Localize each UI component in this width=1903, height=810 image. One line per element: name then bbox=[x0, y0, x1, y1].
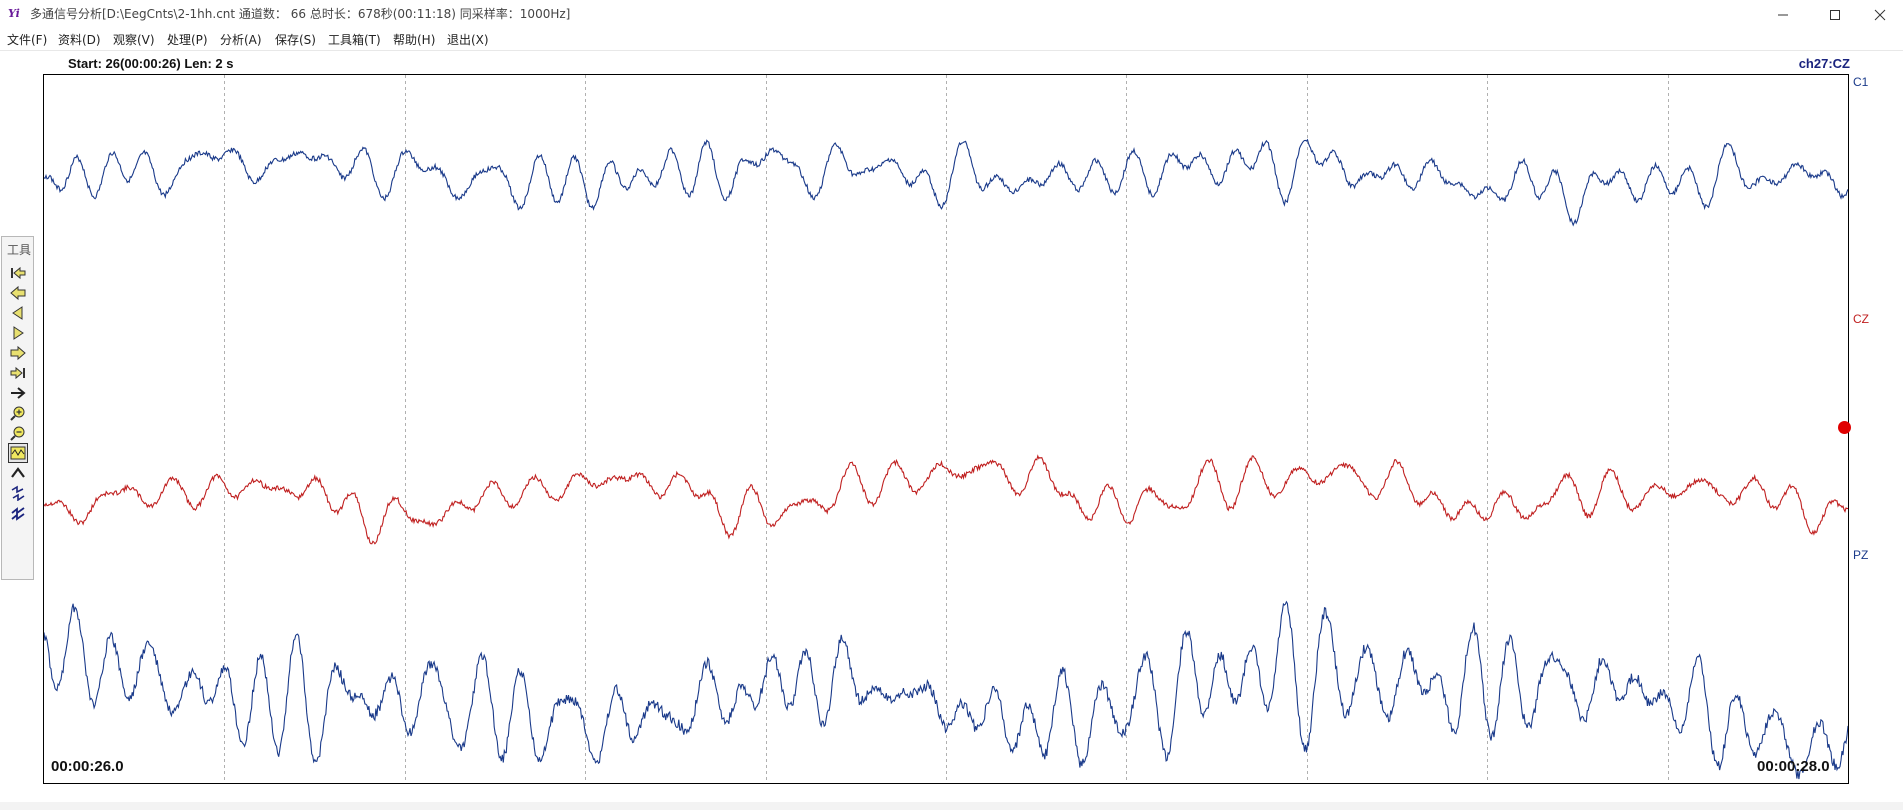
minimize-icon bbox=[1778, 14, 1788, 16]
zoom-in-button[interactable] bbox=[8, 403, 28, 423]
eeg-trace-cz[interactable] bbox=[44, 454, 1848, 545]
amplitude-up-icon bbox=[11, 467, 25, 478]
view-info: Start: 26(00:00:26) Len: 2 s bbox=[68, 56, 234, 71]
menu-bar: 文件(F) 资料(D) 观察(V) 处理(P) 分析(A) 保存(S) 工具箱(… bbox=[0, 30, 1903, 51]
eeg-trace-pz[interactable] bbox=[44, 600, 1848, 780]
menu-help[interactable]: 帮助(H) bbox=[393, 33, 436, 47]
maximize-button[interactable] bbox=[1812, 0, 1858, 30]
close-icon bbox=[1874, 9, 1886, 21]
last-page-button[interactable] bbox=[8, 363, 28, 383]
minimize-button[interactable] bbox=[1760, 0, 1806, 30]
window-title: 多通信号分析[D:\EegCnts\2-1hh.cnt 通道数： 66 总时长：… bbox=[30, 7, 571, 21]
app-icon: Yi bbox=[8, 7, 20, 20]
step-back-icon bbox=[12, 306, 23, 320]
current-channel-indicator: ch27:CZ bbox=[1798, 56, 1850, 71]
next-page-button[interactable] bbox=[8, 343, 28, 363]
menu-file[interactable]: 文件(F) bbox=[7, 33, 48, 47]
channel-scroll-button[interactable] bbox=[8, 483, 28, 503]
prev-page-icon bbox=[10, 285, 26, 301]
step-forward-icon bbox=[13, 326, 24, 340]
first-page-icon bbox=[11, 266, 26, 280]
channel-scroll-icon bbox=[11, 485, 25, 501]
first-page-button[interactable] bbox=[8, 263, 28, 283]
menu-process[interactable]: 处理(P) bbox=[167, 33, 208, 47]
menu-save[interactable]: 保存(S) bbox=[275, 33, 316, 47]
zoom-in-icon bbox=[10, 406, 25, 421]
channel-label-cz[interactable]: CZ bbox=[1853, 312, 1869, 326]
go-to-button[interactable] bbox=[8, 383, 28, 403]
prev-page-button[interactable] bbox=[8, 283, 28, 303]
channel-label-c1[interactable]: C1 bbox=[1853, 75, 1869, 89]
title-bar: Yi 多通信号分析[D:\EegCnts\2-1hh.cnt 通道数： 66 总… bbox=[0, 0, 1903, 30]
eeg-waveform-canvas[interactable] bbox=[44, 75, 1848, 783]
eeg-plot-area[interactable] bbox=[43, 74, 1849, 784]
close-button[interactable] bbox=[1857, 0, 1903, 30]
time-start-label: 00:00:26.0 bbox=[51, 758, 124, 775]
menu-data[interactable]: 资料(D) bbox=[58, 33, 101, 47]
wave-mode-button[interactable] bbox=[8, 443, 28, 463]
channel-label-pz[interactable]: PZ bbox=[1853, 548, 1869, 562]
maximize-icon bbox=[1830, 10, 1840, 20]
amplitude-up-button[interactable] bbox=[8, 463, 28, 483]
selected-channel-marker[interactable] bbox=[1838, 421, 1851, 434]
channel-select-button[interactable] bbox=[8, 503, 28, 523]
tool-palette: 工具 bbox=[1, 236, 34, 580]
tool-palette-label: 工具 bbox=[7, 243, 32, 257]
go-to-icon bbox=[11, 387, 26, 399]
wave-mode-icon bbox=[10, 446, 26, 460]
last-page-icon bbox=[10, 366, 25, 380]
eeg-trace-c1[interactable] bbox=[44, 138, 1848, 227]
step-forward-button[interactable] bbox=[8, 323, 28, 343]
menu-toolbox[interactable]: 工具箱(T) bbox=[328, 33, 381, 47]
next-page-icon bbox=[10, 345, 26, 361]
status-strip bbox=[0, 802, 1903, 810]
menu-exit[interactable]: 退出(X) bbox=[447, 33, 489, 47]
menu-view[interactable]: 观察(V) bbox=[113, 33, 155, 47]
zoom-out-icon bbox=[10, 426, 25, 441]
menu-analyze[interactable]: 分析(A) bbox=[220, 33, 262, 47]
time-end-label: 00:00:28.0 bbox=[1757, 758, 1830, 775]
channel-select-icon bbox=[11, 507, 25, 521]
step-back-button[interactable] bbox=[8, 303, 28, 323]
zoom-out-button[interactable] bbox=[8, 423, 28, 443]
